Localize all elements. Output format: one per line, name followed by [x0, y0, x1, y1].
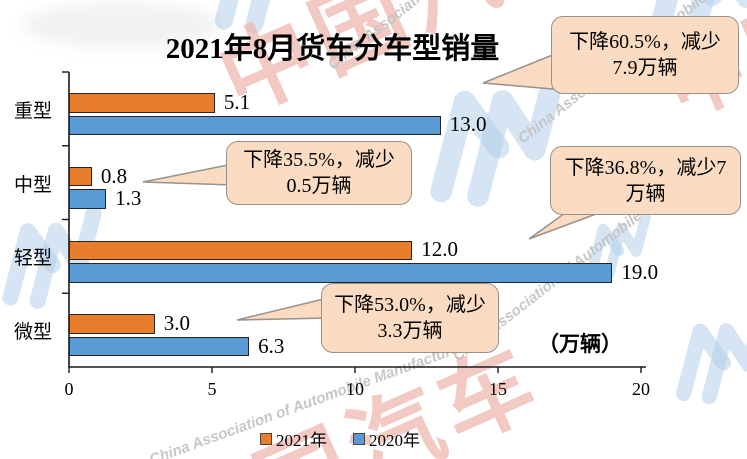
x-tick-label-0: 0 [64, 379, 74, 399]
legend-item-2020: 2020年 [353, 426, 420, 451]
unit-label: （万辆） [538, 332, 622, 356]
category-label-中型: 中型 [13, 174, 52, 196]
callout-tail-medium [142, 163, 234, 186]
callout-medium: 下降35.5%，减少0.5万辆 [226, 141, 412, 205]
legend-swatch-2021 [260, 432, 272, 445]
bar-2020年-微型 [69, 336, 250, 357]
value-label-2021年-重型: 5.1 [223, 89, 251, 114]
x-tick-label-15: 15 [489, 379, 507, 399]
callout-light: 下降36.8%，减少7万辆 [550, 146, 741, 215]
value-label-2020年-微型: 6.3 [258, 333, 285, 358]
category-label-微型: 微型 [13, 322, 52, 344]
category-label-重型: 重型 [13, 100, 52, 122]
legend-label-2020: 2020年 [369, 431, 420, 450]
chart-title: 2021年8月货车分车型销量 [165, 33, 500, 65]
x-tick-label-5: 5 [207, 379, 217, 399]
x-tick-label-10: 10 [346, 379, 364, 399]
bar-2021年-中型 [69, 166, 92, 187]
callout-micro-text: 下降53.0%，减少3.3万辆 [334, 294, 486, 342]
legend-label-2021: 2021年 [276, 431, 327, 450]
callout-light-text: 下降36.8%，减少7万辆 [564, 156, 727, 205]
value-label-2021年-微型: 3.0 [163, 311, 191, 335]
callout-medium-text: 下降35.5%，减少0.5万辆 [243, 149, 395, 197]
value-label-2021年-轻型: 12.0 [421, 237, 458, 262]
callout-tail-micro [236, 297, 329, 321]
x-tick-label-20: 20 [632, 379, 650, 399]
legend-item-2021: 2021年 [260, 426, 327, 451]
callout-micro: 下降53.0%，减少3.3万辆 [321, 283, 499, 353]
legend-swatch-2020 [353, 432, 365, 445]
legend: 2021年 2020年 [0, 426, 680, 451]
value-label-2021年-中型: 0.8 [100, 163, 128, 188]
bar-2021年-重型 [69, 93, 215, 113]
